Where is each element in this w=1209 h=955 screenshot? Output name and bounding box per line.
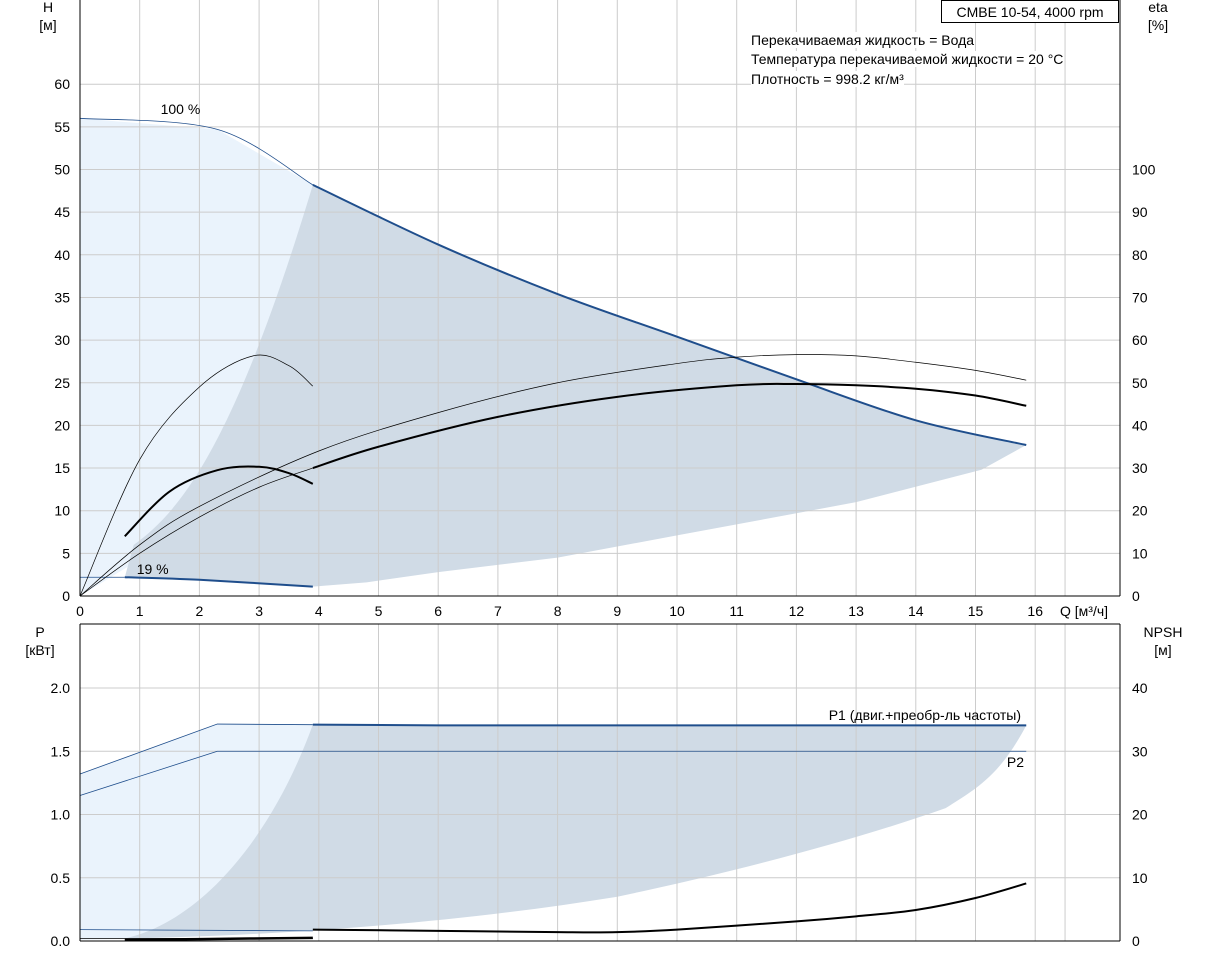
curve-percent-label: 19 % xyxy=(137,561,169,577)
y2-tick-label: 90 xyxy=(1132,204,1148,220)
p1-series-label: P1 (двиг.+преобр-ль частоты) xyxy=(829,707,1021,723)
y2-tick-label: 20 xyxy=(1132,503,1148,519)
info-density: Плотность = 998.2 кг/м³ xyxy=(751,71,904,87)
x-tick-label: 2 xyxy=(196,603,204,619)
y2-axis-unit: [%] xyxy=(1148,17,1168,33)
y-tick-label: 10 xyxy=(54,503,70,519)
y2-tick-label: 50 xyxy=(1132,375,1148,391)
y2-tick-label: 0 xyxy=(1132,588,1140,604)
x-tick-label: 13 xyxy=(848,603,864,619)
y-tick-label: 30 xyxy=(54,332,70,348)
h-curve-max-low xyxy=(79,117,314,186)
chart-title: CMBE 10-54, 4000 rpm xyxy=(941,0,1119,23)
x-tick-label: 5 xyxy=(375,603,383,619)
h-curve-max xyxy=(312,183,1027,446)
top-operating-area xyxy=(80,118,1027,596)
low-flow-area xyxy=(80,118,313,596)
y-tick-label: 5 xyxy=(62,545,70,561)
y-tick-label: 55 xyxy=(54,119,70,135)
h-curve-min xyxy=(124,576,313,588)
x-axis-label: Q [м³/ч] xyxy=(1060,603,1108,619)
y-tick-label: 15 xyxy=(54,460,70,476)
p1-curve xyxy=(312,723,1027,727)
y-tick-label: 25 xyxy=(54,375,70,391)
x-tick-label: 1 xyxy=(136,603,144,619)
y2-tick-label: 10 xyxy=(1132,545,1148,561)
x-tick-label: 10 xyxy=(669,603,685,619)
y2-tick-label: 70 xyxy=(1132,289,1148,305)
x-tick-label: 3 xyxy=(255,603,263,619)
y2-tick-label: 40 xyxy=(1132,417,1148,433)
p1-curve-low xyxy=(79,723,313,775)
bottom-axes: 0.0 0.5 1.0 1.5 2.0 0 10 20 30 40 P [кВт] NPSH [м] xyxy=(25,623,1183,949)
x-tick-label: 12 xyxy=(789,603,805,619)
operating-area xyxy=(124,724,1027,939)
curve-percent-label: 100 % xyxy=(161,101,201,117)
x-tick-label: 16 xyxy=(1027,603,1043,619)
npsh-curve xyxy=(312,882,1027,934)
y2-tick-label: 80 xyxy=(1132,247,1148,263)
eta-curve xyxy=(312,382,1027,470)
x-tick-label: 4 xyxy=(315,603,323,619)
top-grid xyxy=(79,0,1120,597)
y-axis-unit: [м] xyxy=(39,17,56,33)
y2-tick-label: 20 xyxy=(1132,807,1148,823)
x-tick-label: 11 xyxy=(729,603,744,619)
y-tick-label: 40 xyxy=(54,247,70,263)
y-tick-label: 0 xyxy=(62,588,70,604)
info-liquid: Перекачиваемая жидкость = Вода xyxy=(751,32,975,48)
y2-tick-label: 60 xyxy=(1132,332,1148,348)
y2-axis-label: NPSH xyxy=(1144,624,1183,640)
y-tick-label: 0.0 xyxy=(51,933,71,949)
y-tick-label: 0.5 xyxy=(51,870,71,886)
eta-curve-thin-2 xyxy=(79,467,313,597)
y-axis-label: P xyxy=(35,624,44,640)
eta-curve-left xyxy=(124,465,314,537)
y2-axis-unit: [м] xyxy=(1154,642,1171,658)
y-tick-label: 20 xyxy=(54,417,70,433)
x-tick-label: 14 xyxy=(908,603,924,619)
y-tick-label: 35 xyxy=(54,289,70,305)
y-tick-label: 2.0 xyxy=(51,680,71,696)
x-tick-label: 0 xyxy=(76,603,84,619)
y2-axis-label: eta xyxy=(1148,0,1168,15)
x-tick-label: 7 xyxy=(494,603,502,619)
x-tick-label: 6 xyxy=(434,603,442,619)
eta-curve-upper-left xyxy=(79,354,314,597)
p2-series-label: P2 xyxy=(1007,754,1024,770)
y2-tick-label: 100 xyxy=(1132,162,1156,178)
y-tick-label: 1.5 xyxy=(51,743,71,759)
y-axis-label: H xyxy=(43,0,53,15)
y-tick-label: 1.0 xyxy=(51,807,71,823)
operating-area xyxy=(124,184,1027,587)
bottom-operating-area xyxy=(80,724,1027,940)
x-tick-label: 8 xyxy=(554,603,562,619)
y-tick-label: 60 xyxy=(54,76,70,92)
p-min-curve xyxy=(79,929,313,932)
y-axis-unit: [кВт] xyxy=(25,642,54,658)
top-curves: 100 % 19 % xyxy=(79,101,1027,597)
y2-tick-label: 10 xyxy=(1132,870,1148,886)
info-temperature: Температура перекачиваемой жидкости = 20… xyxy=(751,51,1064,67)
low-flow-area xyxy=(80,724,313,940)
eta-curve-thin xyxy=(79,354,1027,597)
p2-curve xyxy=(79,750,1027,796)
y2-tick-label: 40 xyxy=(1132,680,1148,696)
x-tick-label: 9 xyxy=(613,603,621,619)
y2-tick-label: 0 xyxy=(1132,933,1140,949)
top-axes: 0510152025303540455055600102030405060708… xyxy=(39,0,1168,619)
bottom-curves: P1 (двиг.+преобр-ль частоты) P2 xyxy=(79,707,1027,941)
y2-tick-label: 30 xyxy=(1132,743,1148,759)
x-tick-label: 15 xyxy=(968,603,984,619)
y2-tick-label: 30 xyxy=(1132,460,1148,476)
y-tick-label: 50 xyxy=(54,162,70,178)
y-tick-label: 45 xyxy=(54,204,70,220)
